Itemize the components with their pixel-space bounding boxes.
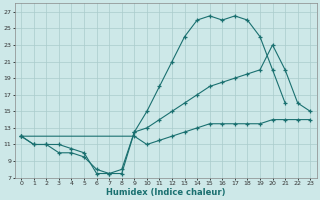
X-axis label: Humidex (Indice chaleur): Humidex (Indice chaleur) — [106, 188, 226, 197]
